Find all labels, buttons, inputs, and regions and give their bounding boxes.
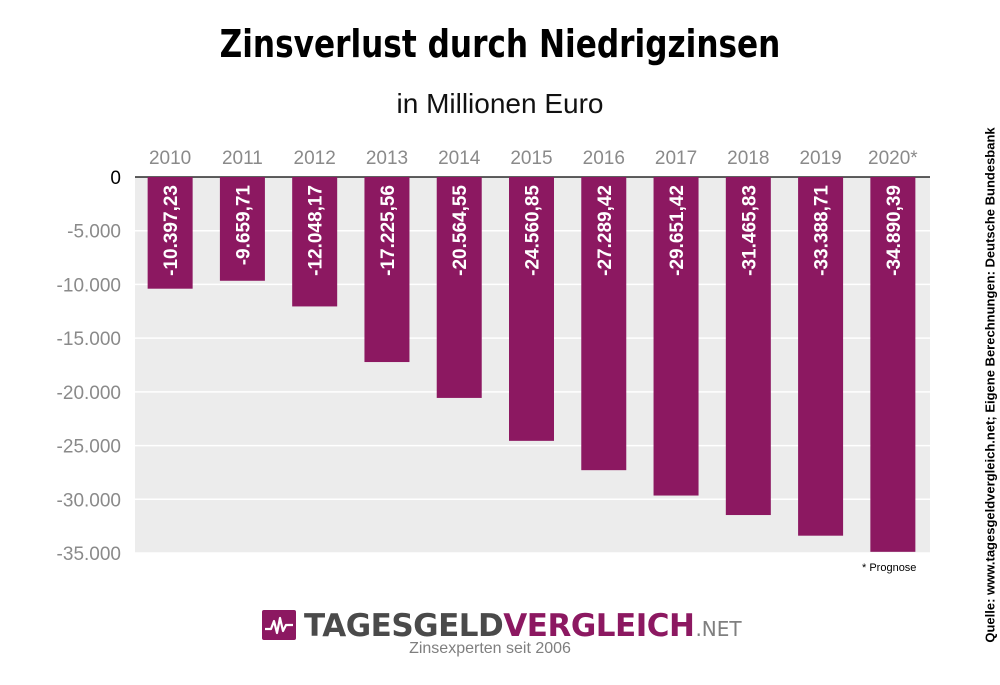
- bar: [581, 177, 627, 471]
- bar: [653, 177, 699, 496]
- x-tick-label: 2013: [366, 148, 408, 169]
- bar: [219, 177, 265, 281]
- y-tick-label: -5.000: [67, 222, 121, 243]
- logo-tld: .NET: [695, 617, 742, 641]
- y-tick-label: 0: [110, 168, 121, 189]
- bar: [870, 177, 916, 552]
- data-label: -20.564,55: [450, 185, 471, 276]
- logo-wordmark: TAGESGELDVERGLEICH: [304, 608, 695, 644]
- source-note: Quelle: www.tagesgeldvergleich.net; Eige…: [982, 127, 998, 643]
- chart-title: Zinsverlust durch Niedrigzinsen: [219, 22, 781, 66]
- data-label: -12.048,17: [306, 185, 327, 276]
- bar: [364, 177, 410, 363]
- data-label: -27.289,42: [595, 185, 616, 276]
- logo: TAGESGELDVERGLEICH .NET: [262, 604, 742, 644]
- x-tick-label: 2015: [510, 148, 552, 169]
- data-label: -33.388,71: [812, 185, 833, 276]
- x-tick-label: 2011: [222, 148, 263, 169]
- x-tick-label: 2019: [799, 148, 841, 169]
- data-label: -31.465,83: [739, 185, 760, 276]
- x-tick-label: 2012: [294, 148, 336, 169]
- x-tick-label: 2018: [727, 148, 769, 169]
- y-tick-label: -20.000: [57, 383, 121, 404]
- data-label: -24.560,85: [523, 185, 544, 276]
- data-label: -34.890,39: [884, 185, 905, 276]
- x-tick-label: 2010: [149, 148, 191, 169]
- bar: [292, 177, 338, 307]
- data-label: -17.225,56: [378, 185, 399, 276]
- chart-subtitle: in Millionen Euro: [396, 88, 604, 119]
- bar: [147, 177, 193, 289]
- pulse-chart-icon: [262, 610, 296, 640]
- logo-tagline: Zinsexperten seit 2006: [409, 640, 571, 657]
- footnote: * Prognose: [862, 562, 917, 574]
- y-tick-label: -25.000: [57, 437, 121, 458]
- bar: [798, 177, 844, 536]
- data-label: -10.397,23: [161, 185, 182, 276]
- x-tick-label: 2017: [655, 148, 697, 169]
- data-label: -29.651,42: [667, 185, 688, 276]
- x-tick-label: 2016: [583, 148, 625, 169]
- bar: [436, 177, 482, 398]
- y-tick-label: -15.000: [57, 329, 121, 350]
- x-tick-label: 2014: [438, 148, 481, 169]
- logo-name-dark: TAGESGELD: [304, 608, 504, 644]
- bar: [725, 177, 771, 516]
- y-tick-label: -35.000: [57, 544, 121, 565]
- y-tick-label: -30.000: [57, 490, 121, 511]
- data-label: -9.659,71: [233, 185, 254, 266]
- logo-name-accent: VERGLEICH: [503, 608, 695, 644]
- bar: [509, 177, 554, 441]
- y-tick-label: -10.000: [57, 275, 121, 296]
- x-tick-label: 2020*: [868, 148, 918, 169]
